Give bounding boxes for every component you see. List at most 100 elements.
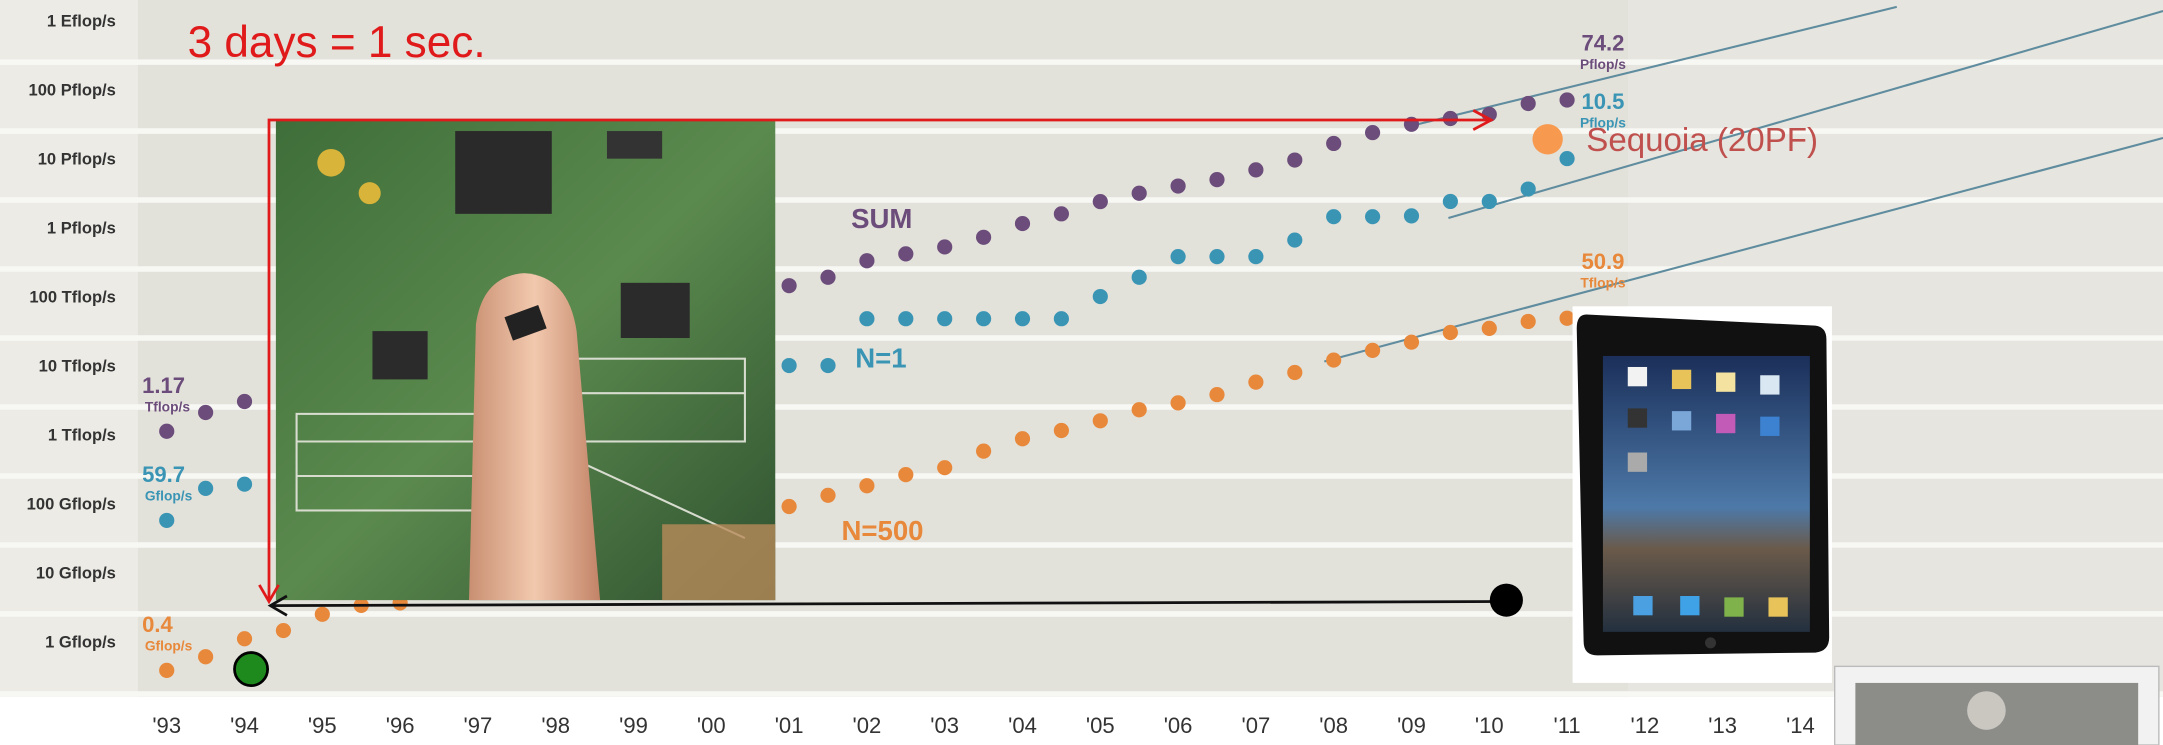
chart-title: 3 days = 1 sec. [188, 18, 486, 67]
data-point [237, 631, 252, 646]
x-tick-label: '99 [619, 713, 648, 738]
x-tick-label: '93 [152, 713, 181, 738]
chart: 1 Gflop/s 10 Gflop/s 100 Gflop/s 1 Tflop/s 1… [0, 0, 2163, 745]
x-tick-label: '04 [1008, 713, 1037, 738]
data-point [1132, 270, 1147, 285]
series-label: N=500 [841, 515, 923, 546]
data-point [1015, 216, 1030, 231]
data-point [898, 311, 913, 326]
data-point [1171, 249, 1186, 264]
data-point [1015, 431, 1030, 446]
data-point [315, 607, 330, 622]
data-point [898, 467, 913, 482]
data-point [1365, 125, 1380, 140]
astronaut-photo-part [1967, 691, 2006, 730]
y-tick-label: 10 Gflop/s [36, 563, 116, 582]
chip-photo-part [372, 331, 427, 379]
data-point [1443, 111, 1458, 126]
data-point [820, 270, 835, 285]
data-point [1248, 162, 1263, 177]
data-point [820, 488, 835, 503]
data-point [1482, 321, 1497, 336]
ipad-image-part-part [1760, 417, 1779, 436]
y-tick-label: 1 Tflop/s [48, 425, 116, 444]
x-tick-label: '95 [308, 713, 337, 738]
data-point [782, 358, 797, 373]
data-point [276, 623, 291, 638]
value-label: 50.9 [1581, 249, 1624, 274]
x-tick-label: '94 [230, 713, 259, 738]
data-point [1287, 152, 1302, 167]
ipad-image-part-part [1672, 370, 1691, 389]
y-tick-label: 10 Pflop/s [38, 149, 116, 168]
chip-photo-part [607, 131, 662, 159]
x-tick-label: '96 [386, 713, 415, 738]
ipad-image-part-part [1768, 597, 1787, 616]
y-tick-label: 1 Gflop/s [45, 632, 116, 651]
data-point [198, 649, 213, 664]
data-point [1093, 289, 1108, 304]
data-point [1404, 208, 1419, 223]
data-point [1209, 387, 1224, 402]
y-tick-label: 10 Tflop/s [39, 356, 116, 375]
data-point [976, 230, 991, 245]
data-point [937, 311, 952, 326]
data-point [1054, 206, 1069, 221]
x-tick-label: '05 [1086, 713, 1115, 738]
data-point [198, 405, 213, 420]
value-label: 0.4 [142, 612, 173, 637]
ipad-image-part-part [1628, 408, 1647, 427]
chip-photo-part [317, 149, 345, 177]
ipad-image-part-part [1633, 596, 1652, 615]
x-tick-label: '01 [775, 713, 804, 738]
data-point [1326, 136, 1341, 151]
data-point [1287, 365, 1302, 380]
chip-photo-part [662, 524, 775, 600]
ipad-image-part [1705, 637, 1716, 648]
ipad-image-part-part [1716, 414, 1735, 433]
y-tick-label: 100 Gflop/s [27, 494, 116, 513]
data-point [159, 663, 174, 678]
data-point [1093, 194, 1108, 209]
x-tick-label: '12 [1630, 713, 1659, 738]
value-unit: Gflop/s [145, 489, 193, 504]
highlight-point [1532, 124, 1562, 154]
ipad-image-part [1603, 356, 1810, 632]
data-point [937, 460, 952, 475]
chip-photo-part [621, 283, 690, 338]
x-tick-label: '08 [1319, 713, 1348, 738]
data-point [859, 253, 874, 268]
data-point [976, 444, 991, 459]
x-tick-label: '03 [930, 713, 959, 738]
data-point [1559, 311, 1574, 326]
x-tick-label: '00 [697, 713, 726, 738]
data-point [1559, 92, 1574, 107]
series-label: N=1 [855, 342, 906, 373]
data-point [1521, 96, 1536, 111]
ipad-image [1573, 306, 1832, 683]
data-point [1287, 232, 1302, 247]
ipad-image-part-part [1672, 411, 1691, 430]
y-tick-label: 100 Tflop/s [29, 287, 115, 306]
data-point [1404, 335, 1419, 350]
series-label: SUM [851, 203, 912, 234]
chip-photo-part [359, 182, 381, 204]
data-point [1015, 311, 1030, 326]
y-tick-label: 1 Eflop/s [47, 11, 116, 30]
data-point [1171, 178, 1186, 193]
x-tick-label: '97 [464, 713, 493, 738]
data-point [1132, 186, 1147, 201]
value-label: 10.5 [1581, 89, 1624, 114]
data-point [1521, 181, 1536, 196]
x-tick-label: '10 [1475, 713, 1504, 738]
value-label: 1.17 [142, 373, 185, 398]
arrows-part [1490, 584, 1523, 617]
ipad-image-part-part [1724, 597, 1743, 616]
x-tick-label: '07 [1242, 713, 1271, 738]
data-point [820, 358, 835, 373]
x-tick-label: '14 [1786, 713, 1815, 738]
value-label: 74.2 [1581, 31, 1624, 56]
x-tick-label: '09 [1397, 713, 1426, 738]
data-point [1248, 249, 1263, 264]
x-tick-label: '13 [1708, 713, 1737, 738]
